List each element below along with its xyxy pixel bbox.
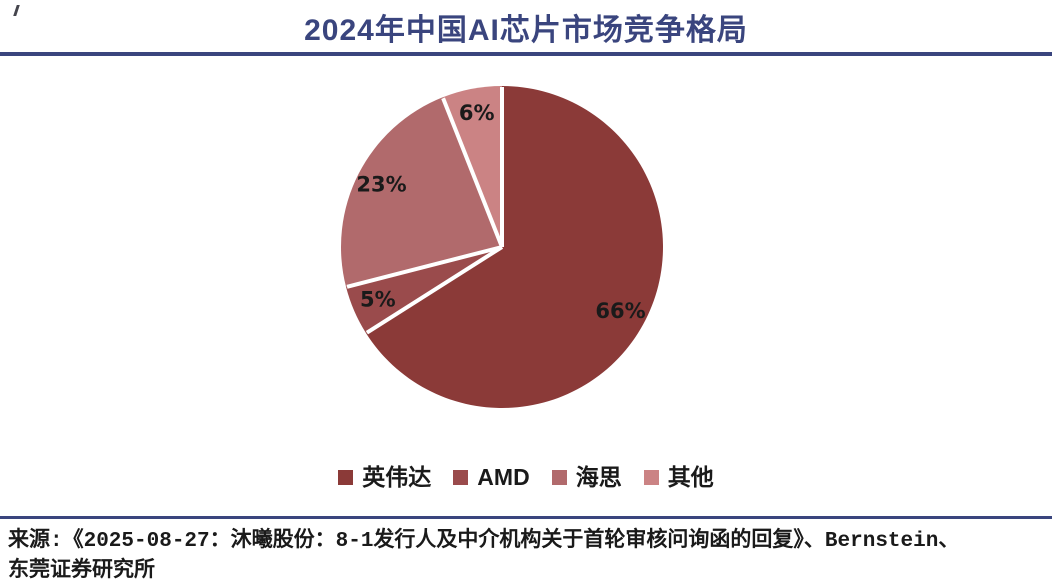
source-line-2: 东莞证券研究所: [8, 560, 155, 583]
title-divider-line: [0, 52, 1052, 56]
pie-slice-海思: [341, 97, 502, 288]
pie-slice-英伟达: [366, 86, 663, 409]
slice-divider-line: [365, 245, 504, 335]
slice-value-label-海思: 23%: [356, 173, 406, 197]
chart-legend: 英伟达 AMD 海思 其他: [0, 461, 1052, 493]
legend-label: AMD: [477, 463, 530, 490]
legend-label: 英伟达: [362, 463, 432, 490]
pie-slice-AMD: [346, 247, 502, 334]
legend-swatch-icon: [643, 469, 659, 485]
legend-item-其他: 其他: [643, 463, 714, 490]
legend-item-AMD: AMD: [453, 463, 530, 490]
source-note: 来源:《2025-08-27：沐曦股份：8-1发行人及中介机构关于首轮审核问询函…: [8, 527, 1044, 587]
slice-value-label-英伟达: 66%: [595, 299, 645, 323]
source-line-1: 来源:《2025-08-27：沐曦股份：8-1发行人及中介机构关于首轮审核问询函…: [8, 530, 960, 553]
footer-divider-line: [0, 516, 1052, 519]
slice-value-label-其他: 6%: [459, 101, 495, 125]
legend-label: 海思: [575, 463, 622, 490]
slice-divider-line: [346, 245, 503, 289]
slice-value-label-AMD: 5%: [360, 288, 396, 312]
pie-chart: 66% 5% 23% 6%: [341, 86, 663, 409]
pie-chart-area: 66% 5% 23% 6%: [337, 82, 667, 412]
legend-label: 其他: [667, 463, 714, 490]
legend-swatch-icon: [453, 469, 469, 485]
legend-item-英伟达: 英伟达: [338, 463, 432, 490]
legend-swatch-icon: [338, 469, 354, 485]
legend-item-海思: 海思: [551, 463, 622, 490]
slice-divider-line: [441, 97, 504, 248]
chart-title: 2024年中国AI芯片市场竞争格局: [304, 14, 748, 47]
legend-swatch-icon: [551, 469, 567, 485]
